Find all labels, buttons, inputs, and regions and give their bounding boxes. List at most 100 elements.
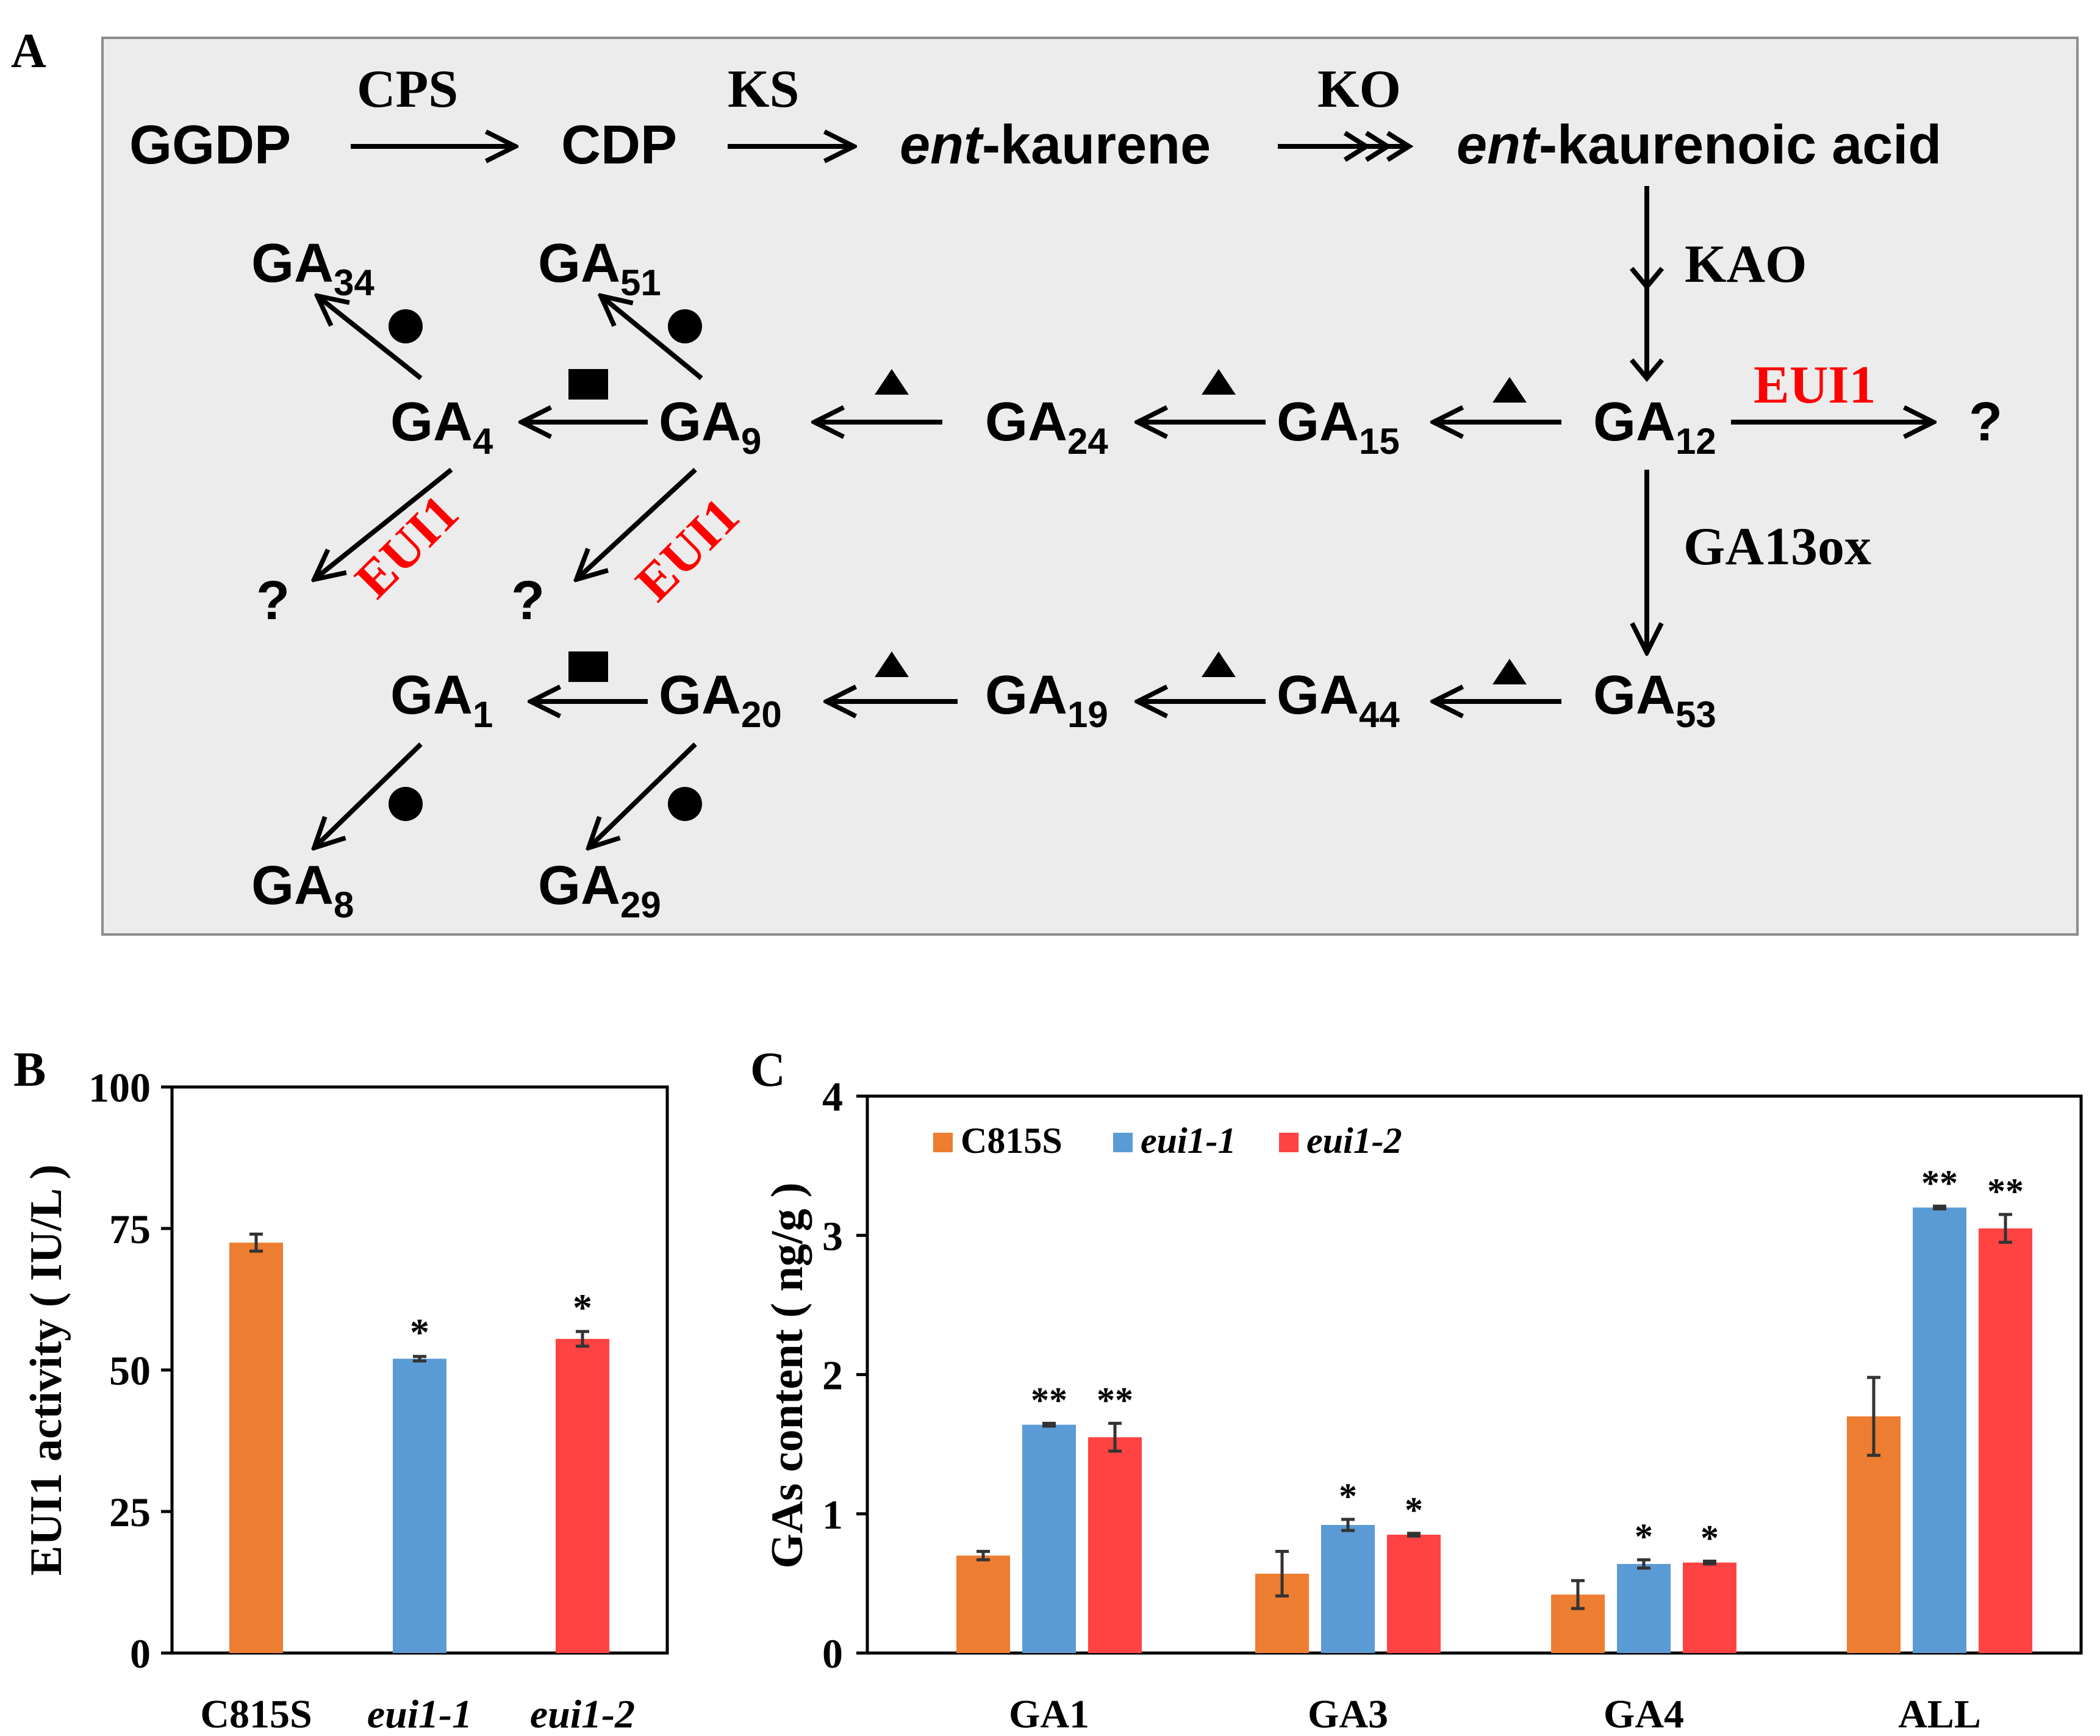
enzyme-ga13ox: GA13ox	[1683, 517, 1871, 576]
triangle-marker	[1493, 659, 1527, 684]
svg-text:GA34: GA34	[251, 233, 374, 303]
node-ga34: GA34	[251, 233, 374, 303]
chart-c-x-axis: GA1 GA3 GA4 ALL	[1009, 1692, 1981, 1736]
node-ga4: GA4	[390, 392, 493, 462]
enzyme-ks: KS	[728, 60, 799, 119]
y-tick-label: 3	[822, 1213, 843, 1259]
legend-swatch-eui1-2	[1279, 1133, 1299, 1152]
chart-b-y-axis: 0 25 50 75 100	[88, 1064, 172, 1677]
error-bar	[249, 1232, 263, 1253]
node-ga1: GA1	[390, 665, 493, 735]
chart-c-legend: C815S eui1-1 eui1-2	[933, 1121, 1402, 1161]
arrow-ga4-ga34	[317, 296, 423, 381]
svg-text:GA8: GA8	[251, 855, 354, 925]
error-bar	[576, 1330, 589, 1348]
significance-label: *	[1405, 1490, 1423, 1530]
panel-c-label: C	[750, 1043, 786, 1097]
significance-label: *	[1700, 1518, 1719, 1558]
y-tick-label: 25	[109, 1489, 151, 1535]
bar-eui1-2	[556, 1338, 609, 1653]
svg-text:GA29: GA29	[538, 855, 661, 925]
significance-label: **	[1987, 1171, 2024, 1211]
unknown-product: ?	[256, 570, 290, 631]
chart-b-x-axis: C815S eui1-1 eui1-2	[200, 1692, 635, 1736]
square-marker	[568, 651, 608, 682]
arrow-ga9-eui1-unknown	[576, 468, 697, 579]
node-ga12: GA12	[1593, 392, 1716, 462]
svg-text:GA15: GA15	[1277, 392, 1400, 462]
chart-c-y-axis: 0 1 2 3 4	[822, 1074, 867, 1677]
error-bar	[413, 1355, 426, 1363]
panel-b-label: B	[13, 1043, 46, 1097]
svg-text:GA19: GA19	[985, 665, 1108, 735]
y-tick-label: 2	[822, 1352, 843, 1399]
node-ga20: GA20	[659, 665, 782, 735]
x-tick-label: GA3	[1308, 1692, 1388, 1736]
svg-text:GA53: GA53	[1593, 665, 1716, 735]
unknown-product: ?	[511, 570, 545, 631]
svg-text:GA9: GA9	[659, 392, 761, 462]
arrow-ga4-eui1-unknown	[314, 467, 453, 579]
node-ga8: GA8	[251, 855, 354, 925]
y-tick-label: 0	[822, 1630, 843, 1677]
significance-label: *	[1339, 1476, 1357, 1516]
x-tick-label: C815S	[200, 1692, 312, 1736]
triangle-marker	[1202, 369, 1236, 395]
bar-C815S	[229, 1243, 283, 1653]
node-ga9: GA9	[659, 392, 761, 462]
legend-swatch-C815S	[933, 1133, 953, 1152]
significance-label: *	[410, 1311, 429, 1354]
svg-text:GA24: GA24	[985, 392, 1108, 462]
triangle-marker	[875, 651, 909, 677]
arrow-kaurenoic-ga12	[1629, 186, 1665, 382]
error-bar	[977, 1549, 990, 1562]
square-marker	[568, 369, 608, 400]
significance-label: *	[573, 1286, 592, 1329]
error-bar	[1275, 1549, 1289, 1598]
unknown-product: ?	[1969, 392, 2002, 453]
node-ga53: GA53	[1593, 665, 1716, 735]
error-bar	[1042, 1421, 1056, 1428]
chart-c-y-axis-title: GAs content ( ng/g )	[762, 1182, 812, 1568]
bar-GA1-eui1-2	[1088, 1437, 1142, 1653]
error-bar	[1407, 1532, 1421, 1538]
x-tick-label: GA4	[1604, 1692, 1684, 1736]
chart-b-bars: **	[229, 1232, 609, 1653]
node-ga44: GA44	[1277, 665, 1400, 735]
svg-text:GA12: GA12	[1593, 392, 1716, 462]
y-tick-label: 1	[822, 1491, 843, 1538]
node-ga15: GA15	[1277, 392, 1400, 462]
legend-label: eui1-1	[1141, 1121, 1236, 1161]
error-bar	[1933, 1204, 1946, 1211]
panel-a-label: A	[11, 24, 46, 78]
arrow-ga9-ga51	[601, 296, 703, 381]
y-tick-label: 100	[88, 1064, 151, 1111]
svg-text:GA20: GA20	[659, 665, 782, 735]
legend-swatch-eui1-1	[1113, 1133, 1133, 1152]
bar-GA1-eui1-1	[1022, 1424, 1076, 1653]
error-bar	[1703, 1559, 1716, 1566]
bar-GA3-eui1-1	[1321, 1525, 1375, 1653]
legend-label: eui1-2	[1306, 1121, 1402, 1161]
bar-eui1-1	[393, 1358, 446, 1653]
error-bar	[1341, 1518, 1355, 1532]
triangle-marker	[1493, 377, 1527, 403]
significance-label: **	[1031, 1380, 1067, 1420]
x-tick-label: eui1-1	[367, 1692, 472, 1736]
enzyme-kao: KAO	[1685, 235, 1807, 294]
node-cdp: CDP	[561, 115, 677, 176]
circle-marker	[389, 309, 423, 343]
arrow-ga20-ga29	[589, 742, 697, 848]
circle-marker	[389, 787, 423, 821]
x-tick-label: eui1-2	[530, 1692, 635, 1736]
node-ga24: GA24	[985, 392, 1108, 462]
error-bar	[1571, 1579, 1585, 1610]
chart-b-y-axis-title: EUI1 activity ( IU/L )	[21, 1164, 71, 1576]
node-ent-kaurenoic-acid: ent-kaurenoic acid	[1457, 115, 1941, 176]
bar-ALL-eui1-1	[1913, 1207, 1966, 1653]
enzyme-cps: CPS	[357, 60, 458, 119]
circle-marker	[668, 787, 702, 821]
